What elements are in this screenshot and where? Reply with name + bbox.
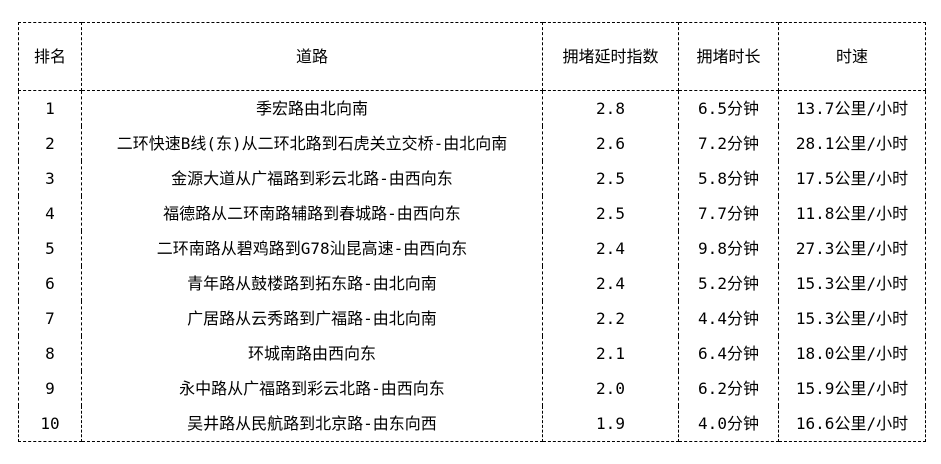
table-row: 3 金源大道从广福路到彩云北路-由西向东 2.5 5.8分钟 17.5公里/小时 xyxy=(18,161,926,196)
road-cell: 季宏路由北向南 xyxy=(81,90,543,126)
duration-cell: 9.8分钟 xyxy=(678,231,779,266)
speed-cell: 18.0公里/小时 xyxy=(778,336,926,371)
speed-cell: 15.3公里/小时 xyxy=(778,301,926,336)
road-cell: 金源大道从广福路到彩云北路-由西向东 xyxy=(81,161,543,196)
delay-index-column-header: 拥堵延时指数 xyxy=(542,22,679,91)
header-row: 排名 道路 拥堵延时指数 拥堵时长 时速 xyxy=(18,22,926,91)
rank-cell: 2 xyxy=(18,126,82,161)
delay-index-cell: 2.5 xyxy=(542,196,679,231)
table-row: 4 福德路从二环南路辅路到春城路-由西向东 2.5 7.7分钟 11.8公里/小时 xyxy=(18,196,926,231)
table-row: 10 吴井路从民航路到北京路-由东向西 1.9 4.0分钟 16.6公里/小时 xyxy=(18,406,926,442)
rank-cell: 1 xyxy=(18,90,82,126)
speed-cell: 28.1公里/小时 xyxy=(778,126,926,161)
speed-cell: 15.3公里/小时 xyxy=(778,266,926,301)
rank-cell: 5 xyxy=(18,231,82,266)
road-cell: 二环南路从碧鸡路到G78汕昆高速-由西向东 xyxy=(81,231,543,266)
delay-index-cell: 2.5 xyxy=(542,161,679,196)
delay-index-cell: 2.0 xyxy=(542,371,679,406)
road-cell: 永中路从广福路到彩云北路-由西向东 xyxy=(81,371,543,406)
table-row: 8 环城南路由西向东 2.1 6.4分钟 18.0公里/小时 xyxy=(18,336,926,371)
road-cell: 青年路从鼓楼路到拓东路-由北向南 xyxy=(81,266,543,301)
table-row: 7 广居路从云秀路到广福路-由北向南 2.2 4.4分钟 15.3公里/小时 xyxy=(18,301,926,336)
rank-cell: 4 xyxy=(18,196,82,231)
duration-cell: 7.7分钟 xyxy=(678,196,779,231)
table-row: 1 季宏路由北向南 2.8 6.5分钟 13.7公里/小时 xyxy=(18,90,926,126)
speed-column-header: 时速 xyxy=(778,22,926,91)
speed-cell: 27.3公里/小时 xyxy=(778,231,926,266)
road-cell: 福德路从二环南路辅路到春城路-由西向东 xyxy=(81,196,543,231)
speed-cell: 11.8公里/小时 xyxy=(778,196,926,231)
rank-cell: 10 xyxy=(18,406,82,442)
traffic-rank-table: 排名 道路 拥堵延时指数 拥堵时长 时速 1 季宏路由北向南 2.8 6.5分钟 13.7公里/… xyxy=(18,22,926,442)
rank-cell: 8 xyxy=(18,336,82,371)
duration-cell: 6.4分钟 xyxy=(678,336,779,371)
speed-cell: 13.7公里/小时 xyxy=(778,90,926,126)
duration-cell: 6.2分钟 xyxy=(678,371,779,406)
road-cell: 二环快速B线(东)从二环北路到石虎关立交桥-由北向南 xyxy=(81,126,543,161)
rank-cell: 7 xyxy=(18,301,82,336)
delay-index-cell: 2.6 xyxy=(542,126,679,161)
traffic-rank-table-container: 排名 道路 拥堵延时指数 拥堵时长 时速 1 季宏路由北向南 2.8 6.5分钟 13.7公里/… xyxy=(18,22,926,442)
rank-cell: 6 xyxy=(18,266,82,301)
speed-cell: 17.5公里/小时 xyxy=(778,161,926,196)
table-row: 2 二环快速B线(东)从二环北路到石虎关立交桥-由北向南 2.6 7.2分钟 28.1公… xyxy=(18,126,926,161)
delay-index-cell: 2.4 xyxy=(542,266,679,301)
duration-cell: 4.4分钟 xyxy=(678,301,779,336)
delay-index-cell: 2.1 xyxy=(542,336,679,371)
table-row: 5 二环南路从碧鸡路到G78汕昆高速-由西向东 2.4 9.8分钟 27.3公里/小时 xyxy=(18,231,926,266)
delay-index-cell: 2.2 xyxy=(542,301,679,336)
delay-index-cell: 2.8 xyxy=(542,90,679,126)
road-cell: 吴井路从民航路到北京路-由东向西 xyxy=(81,406,543,442)
road-column-header: 道路 xyxy=(81,22,543,91)
duration-cell: 7.2分钟 xyxy=(678,126,779,161)
delay-index-cell: 1.9 xyxy=(542,406,679,442)
rank-cell: 9 xyxy=(18,371,82,406)
speed-cell: 16.6公里/小时 xyxy=(778,406,926,442)
duration-column-header: 拥堵时长 xyxy=(678,22,779,91)
duration-cell: 5.2分钟 xyxy=(678,266,779,301)
duration-cell: 6.5分钟 xyxy=(678,90,779,126)
speed-cell: 15.9公里/小时 xyxy=(778,371,926,406)
road-cell: 广居路从云秀路到广福路-由北向南 xyxy=(81,301,543,336)
duration-cell: 5.8分钟 xyxy=(678,161,779,196)
delay-index-cell: 2.4 xyxy=(542,231,679,266)
rank-cell: 3 xyxy=(18,161,82,196)
rank-column-header: 排名 xyxy=(18,22,82,91)
road-cell: 环城南路由西向东 xyxy=(81,336,543,371)
table-row: 6 青年路从鼓楼路到拓东路-由北向南 2.4 5.2分钟 15.3公里/小时 xyxy=(18,266,926,301)
duration-cell: 4.0分钟 xyxy=(678,406,779,442)
table-row: 9 永中路从广福路到彩云北路-由西向东 2.0 6.2分钟 15.9公里/小时 xyxy=(18,371,926,406)
